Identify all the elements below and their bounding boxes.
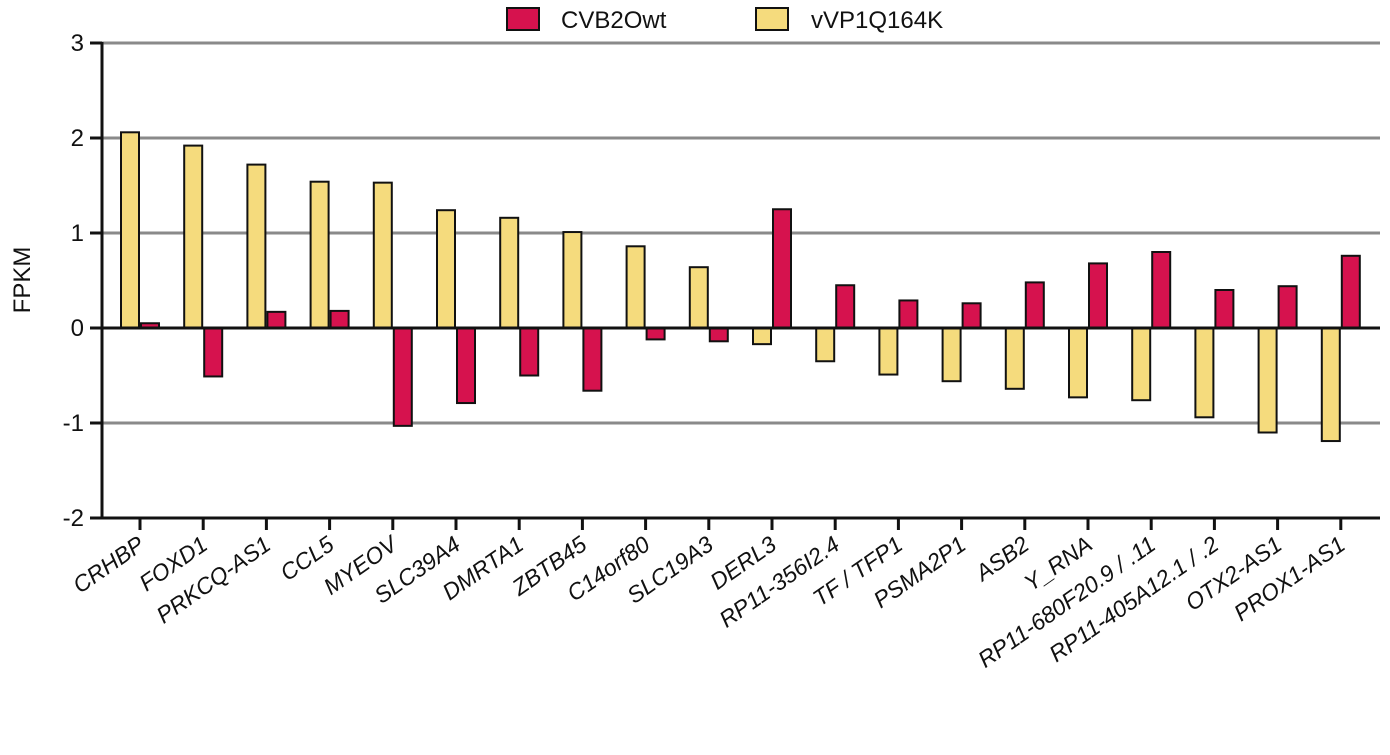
gridlines — [102, 43, 1380, 423]
bar-vvp1q164k — [753, 328, 771, 344]
y-axis-title: FPKM — [9, 247, 36, 314]
bar-vvp1q164k — [500, 218, 518, 328]
bar-vvp1q164k — [690, 267, 708, 328]
bar-cvb2owt — [1152, 252, 1170, 328]
bar-cvb2owt — [963, 303, 981, 328]
bar-vvp1q164k — [1195, 328, 1213, 417]
legend-label-vvp1q164k: vVP1Q164K — [811, 7, 943, 34]
bar-vvp1q164k — [121, 132, 139, 328]
bar-cvb2owt — [1089, 263, 1107, 328]
bar-vvp1q164k — [627, 246, 645, 328]
bar-cvb2owt — [583, 328, 601, 391]
y-tick-label: -2 — [63, 505, 84, 532]
bar-vvp1q164k — [943, 328, 961, 381]
bar-cvb2owt — [710, 328, 728, 341]
x-tick-label: CRHBP — [68, 530, 149, 598]
bar-cvb2owt — [836, 285, 854, 328]
bar-vvp1q164k — [374, 183, 392, 328]
bar-cvb2owt — [331, 311, 349, 328]
y-tick-label: 3 — [71, 30, 84, 57]
legend-swatch-cvb2owt — [507, 8, 539, 30]
bar-cvb2owt — [1342, 256, 1360, 328]
bar-vvp1q164k — [1132, 328, 1150, 400]
bar-vvp1q164k — [184, 146, 202, 328]
bar-vvp1q164k — [1322, 328, 1340, 441]
legend-swatch-vvp1q164k — [756, 8, 788, 30]
bar-vvp1q164k — [437, 210, 455, 328]
bar-vvp1q164k — [563, 232, 581, 328]
bar-vvp1q164k — [1259, 328, 1277, 433]
bar-cvb2owt — [647, 328, 665, 339]
y-tick-label: 1 — [71, 220, 84, 247]
bar-cvb2owt — [1026, 282, 1044, 328]
bar-vvp1q164k — [1069, 328, 1087, 397]
bar-cvb2owt — [394, 328, 412, 426]
bar-cvb2owt — [204, 328, 222, 376]
bar-vvp1q164k — [311, 182, 329, 328]
y-tick-label: 0 — [71, 315, 84, 342]
bar-vvp1q164k — [816, 328, 834, 361]
y-tick-label: 2 — [71, 125, 84, 152]
bar-cvb2owt — [520, 328, 538, 376]
legend-label-cvb2owt: CVB2Owt — [561, 7, 667, 34]
legend: CVB2Owt vVP1Q164K — [507, 7, 943, 34]
bar-cvb2owt — [773, 209, 791, 328]
y-tick-label: -1 — [63, 410, 84, 437]
bar-cvb2owt — [1279, 286, 1297, 328]
bar-vvp1q164k — [247, 165, 265, 328]
bar-vvp1q164k — [879, 328, 897, 375]
bar-vvp1q164k — [1006, 328, 1024, 389]
bar-cvb2owt — [1215, 290, 1233, 328]
bar-cvb2owt — [899, 300, 917, 328]
bar-cvb2owt — [267, 312, 285, 328]
bar-cvb2owt — [457, 328, 475, 403]
bars — [121, 132, 1360, 441]
